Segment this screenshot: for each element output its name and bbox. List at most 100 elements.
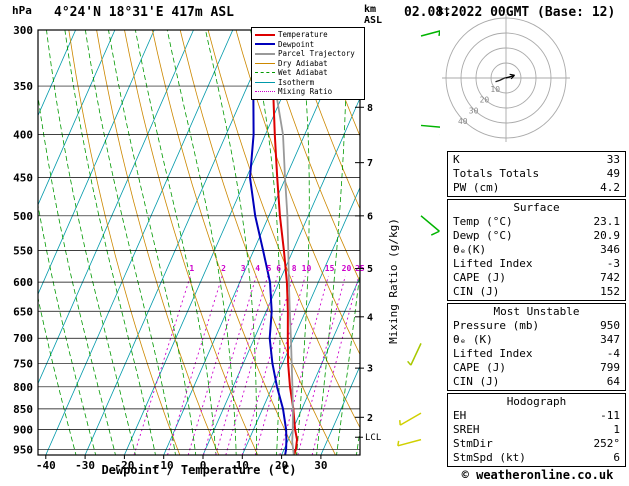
table-row: Pressure (mb) 950 [453,319,620,333]
metric-label: SREH [453,423,480,436]
hodograph-unit-label: kt [438,6,451,17]
table-row: CIN (J) 152 [453,285,620,299]
skewt-diagram: 1 2 3 4 5 6 8 10 15 20 253003504004505005506006507… [13,24,440,472]
svg-text:10: 10 [236,459,249,472]
metric-label: Temp (°C) [453,215,513,228]
legend-item: Temperature [255,30,361,40]
svg-text:5: 5 [267,264,272,273]
svg-text:800: 800 [13,381,33,394]
svg-text:3: 3 [241,264,246,273]
plot-area [38,30,360,455]
metric-value: 252° [593,437,621,450]
table-row: CIN (J) 64 [453,375,620,389]
svg-text:-10: -10 [154,459,174,472]
svg-text:-40: -40 [36,459,56,472]
svg-text:2: 2 [367,413,373,424]
svg-text:8: 8 [367,103,373,114]
metric-value: 347 [600,333,620,346]
copyright: © weatheronline.co.uk [461,468,614,482]
legend-line-sample [255,91,275,93]
svg-text:300: 300 [13,24,33,37]
legend-line-sample [255,52,275,55]
svg-text:550: 550 [13,244,33,257]
legend-label: Dry Adiabat [278,58,328,68]
surface-table: Surface Temp (°C) 23.1 Dewp (°C) 20.9 θₑ(K) 3… [447,199,626,301]
pressure-tick-labels: 300 350 400 450 500 550 600 650 700 750 800 850 900 9… [13,24,33,456]
asl-unit: ASL [364,15,383,26]
svg-text:7: 7 [367,158,373,169]
table-row: Temp (°C) 23.1 [453,215,620,229]
legend-line-sample [255,81,275,83]
svg-text:650: 650 [13,305,33,318]
table-row: Lifted Index -3 [453,257,620,271]
legend-item: Parcel Trajectory [255,49,361,59]
metric-value: 33 [606,153,620,166]
legend-line-sample [255,43,275,46]
svg-text:30: 30 [314,459,327,472]
table-row: K 33 [453,153,620,167]
legend-label: Temperature [278,30,328,40]
svg-text:5: 5 [367,264,373,275]
table-row: θₑ (K) 347 [453,333,620,347]
svg-text:950: 950 [13,443,33,456]
legend-label: Mixing Ratio [278,87,333,97]
svg-text:10: 10 [490,85,500,94]
legend-label: Parcel Trajectory [278,49,355,59]
svg-text:350: 350 [13,80,33,93]
most-unstable-table-title: Most Unstable [493,305,580,318]
legend: Temperature Dewpoint Parcel Trajectory Dry … [251,27,365,100]
metric-label: CAPE (J) [453,271,506,284]
legend-item: Dewpoint [255,40,361,50]
metric-value: -3 [606,257,620,270]
metric-label: PW (cm) [453,181,500,194]
km-asl-ticks: 8 7 6 5 4 3 2 [355,103,373,424]
legend-label: Wet Adiabat [278,68,328,78]
svg-text:6: 6 [276,264,281,273]
wind-barbs [397,30,440,447]
svg-text:6: 6 [367,211,373,222]
table-row: θₑ(K) 346 [453,243,620,257]
temperature-axis-label: Dewpoint / Temperature (°C) [101,463,297,477]
metric-value: -11 [600,409,620,422]
hodograph-table: Hodograph EH -11 SREH 1 StmDir 252° StmSpd (kt… [447,393,626,467]
indices-table: K 33 Totals Totals 49 PW (cm) 4.2 [447,151,626,197]
legend-label: Dewpoint [278,39,315,49]
metric-label: θₑ (K) [453,333,493,346]
svg-text:10: 10 [302,264,312,273]
wind-barb [407,343,422,366]
svg-text:450: 450 [13,171,33,184]
pressure-gridlines [38,30,360,450]
svg-text:3: 3 [367,364,373,375]
metric-label: EH [453,409,467,422]
metric-label: StmDir [453,437,493,450]
svg-text:1: 1 [189,264,194,273]
metric-label: StmSpd (kt) [453,451,526,464]
metric-label: Dewp (°C) [453,229,513,242]
table-row: StmDir 252° [453,437,620,451]
metric-label: CIN (J) [453,285,500,298]
svg-text:40: 40 [458,117,468,126]
metric-label: θₑ(K) [453,243,487,256]
km-axis-label: km ASL [364,4,382,26]
svg-text:0: 0 [200,459,207,472]
isotherm-lines [38,30,360,455]
metric-value: 742 [600,271,620,284]
pressure-axis-unit: hPa [12,4,32,17]
datetime-title: 02.08.2022 00GMT (Base: 12) [404,5,616,20]
lcl-marker: LCL [355,433,381,443]
legend-item: Isotherm [255,78,361,88]
parcel-trajectory-curve [261,30,295,455]
metric-label: Totals Totals [453,167,540,180]
svg-text:600: 600 [13,276,33,289]
table-row: StmSpd (kt) 6 [453,451,620,465]
svg-text:4: 4 [367,312,373,323]
svg-text:30: 30 [469,106,479,115]
metric-value: -4 [606,347,620,360]
table-row: EH -11 [453,409,620,423]
metric-value: 950 [600,319,620,332]
legend-label: Isotherm [278,77,315,87]
metric-value: 49 [606,167,620,180]
table-row: SREH 1 [453,423,620,437]
